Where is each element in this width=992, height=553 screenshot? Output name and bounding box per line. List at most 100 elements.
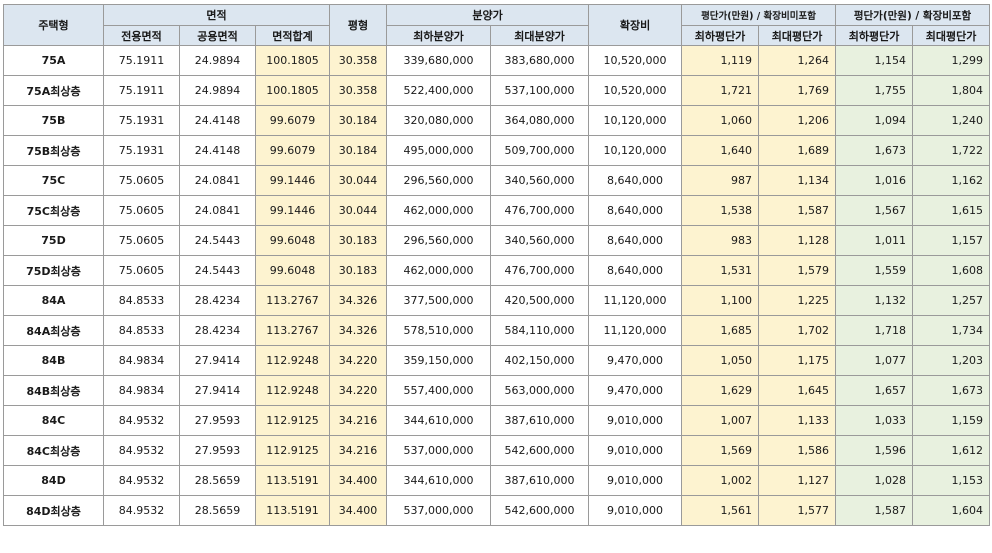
cell-ppp-incl-max: 1,157 [912, 225, 991, 256]
cell-pyeong: 30.358 [329, 75, 388, 106]
cell-ppp-incl-min: 1,559 [835, 255, 914, 286]
cell-area-total: 112.9125 [254, 405, 331, 436]
cell-pyeong: 34.326 [329, 315, 388, 346]
cell-area-total: 113.5191 [254, 465, 331, 496]
cell-area-exclusive: 84.9834 [103, 375, 180, 406]
cell-area-common: 27.9414 [179, 345, 256, 376]
cell-price-min: 377,500,000 [386, 285, 492, 316]
cell-ppp-incl-min: 1,154 [835, 45, 914, 76]
table-row: 75C최상층 75.0605 24.0841 99.1446 30.044 462,000… [3, 195, 991, 226]
cell-pyeong: 34.216 [329, 435, 388, 466]
cell-ppp-excl-min: 1,002 [681, 465, 760, 496]
cell-price-min: 344,610,000 [386, 405, 492, 436]
cell-price-max: 537,100,000 [490, 75, 590, 106]
cell-expansion: 10,520,000 [588, 75, 683, 106]
cell-ppp-incl-min: 1,596 [835, 435, 914, 466]
cell-area-total: 112.9125 [254, 435, 331, 466]
cell-ppp-incl-min: 1,755 [835, 75, 914, 106]
cell-area-common: 28.5659 [179, 465, 256, 496]
cell-ppp-excl-min: 1,060 [681, 105, 760, 136]
cell-area-common: 27.9593 [179, 435, 256, 466]
cell-area-common: 28.5659 [179, 495, 256, 526]
cell-pyeong: 34.326 [329, 285, 388, 316]
cell-area-common: 24.0841 [179, 195, 256, 226]
cell-area-exclusive: 75.1931 [103, 105, 180, 136]
cell-type: 84C최상층 [3, 435, 104, 466]
price-table: 주택형 면적 평형 분양가 확장비 평단가(만원) / 확장비미포함 평단가(만… [3, 4, 991, 526]
cell-ppp-excl-max: 1,264 [758, 45, 837, 76]
cell-ppp-incl-min: 1,028 [835, 465, 914, 496]
cell-area-total: 100.1805 [254, 75, 331, 106]
cell-type: 84D최상층 [3, 495, 104, 526]
cell-ppp-incl-max: 1,612 [912, 435, 991, 466]
cell-price-min: 296,560,000 [386, 165, 492, 196]
cell-ppp-incl-max: 1,673 [912, 375, 991, 406]
cell-ppp-excl-min: 1,629 [681, 375, 760, 406]
cell-area-common: 27.9593 [179, 405, 256, 436]
cell-area-common: 27.9414 [179, 375, 256, 406]
cell-area-exclusive: 75.1931 [103, 135, 180, 166]
table-row: 75A 75.1911 24.9894 100.1805 30.358 339,680,0… [3, 45, 991, 76]
cell-area-exclusive: 84.9532 [103, 465, 180, 496]
cell-ppp-incl-min: 1,094 [835, 105, 914, 136]
cell-type: 84A [3, 285, 104, 316]
cell-area-total: 99.6079 [254, 105, 331, 136]
cell-expansion: 10,520,000 [588, 45, 683, 76]
cell-type: 75B [3, 105, 104, 136]
cell-ppp-excl-max: 1,133 [758, 405, 837, 436]
header-ppp-incl-group: 평단가(만원) / 확장비포함 [835, 4, 991, 26]
cell-area-exclusive: 84.8533 [103, 285, 180, 316]
header-expansion: 확장비 [588, 4, 683, 46]
header-area-common: 공용면적 [179, 25, 256, 46]
cell-ppp-excl-min: 987 [681, 165, 760, 196]
cell-area-common: 24.5443 [179, 225, 256, 256]
cell-ppp-excl-max: 1,134 [758, 165, 837, 196]
cell-price-min: 462,000,000 [386, 255, 492, 286]
cell-pyeong: 30.183 [329, 255, 388, 286]
cell-ppp-incl-max: 1,608 [912, 255, 991, 286]
cell-price-max: 387,610,000 [490, 465, 590, 496]
cell-price-min: 495,000,000 [386, 135, 492, 166]
cell-area-common: 24.9894 [179, 75, 256, 106]
cell-expansion: 9,470,000 [588, 375, 683, 406]
cell-area-total: 99.6048 [254, 225, 331, 256]
cell-ppp-incl-max: 1,734 [912, 315, 991, 346]
cell-area-exclusive: 75.0605 [103, 255, 180, 286]
table-row: 75D최상층 75.0605 24.5443 99.6048 30.183 462,000… [3, 255, 991, 286]
cell-ppp-excl-min: 1,685 [681, 315, 760, 346]
table-row: 75A최상층 75.1911 24.9894 100.1805 30.358 522,40… [3, 75, 991, 106]
cell-area-total: 113.2767 [254, 315, 331, 346]
cell-ppp-incl-max: 1,604 [912, 495, 991, 526]
cell-area-common: 24.5443 [179, 255, 256, 286]
cell-price-max: 364,080,000 [490, 105, 590, 136]
cell-ppp-excl-max: 1,175 [758, 345, 837, 376]
cell-area-exclusive: 75.0605 [103, 225, 180, 256]
cell-area-exclusive: 75.0605 [103, 195, 180, 226]
cell-ppp-incl-max: 1,153 [912, 465, 991, 496]
cell-ppp-excl-min: 1,531 [681, 255, 760, 286]
cell-area-exclusive: 84.9532 [103, 435, 180, 466]
cell-area-exclusive: 75.1911 [103, 75, 180, 106]
cell-pyeong: 30.183 [329, 225, 388, 256]
cell-price-max: 402,150,000 [490, 345, 590, 376]
cell-price-min: 296,560,000 [386, 225, 492, 256]
cell-ppp-excl-max: 1,206 [758, 105, 837, 136]
cell-price-min: 320,080,000 [386, 105, 492, 136]
cell-area-exclusive: 84.9834 [103, 345, 180, 376]
cell-area-total: 112.9248 [254, 375, 331, 406]
cell-type: 84D [3, 465, 104, 496]
table-row: 84B 84.9834 27.9414 112.9248 34.220 359,150,0… [3, 345, 991, 376]
cell-pyeong: 34.216 [329, 405, 388, 436]
cell-type: 75A최상층 [3, 75, 104, 106]
cell-pyeong: 34.220 [329, 375, 388, 406]
cell-price-max: 476,700,000 [490, 255, 590, 286]
cell-area-total: 99.6048 [254, 255, 331, 286]
table-row: 75B 75.1931 24.4148 99.6079 30.184 320,080,00… [3, 105, 991, 136]
cell-ppp-incl-min: 1,567 [835, 195, 914, 226]
cell-price-max: 584,110,000 [490, 315, 590, 346]
cell-price-min: 537,000,000 [386, 495, 492, 526]
cell-area-common: 28.4234 [179, 285, 256, 316]
cell-ppp-excl-max: 1,225 [758, 285, 837, 316]
cell-type: 84B [3, 345, 104, 376]
cell-area-exclusive: 84.9532 [103, 495, 180, 526]
